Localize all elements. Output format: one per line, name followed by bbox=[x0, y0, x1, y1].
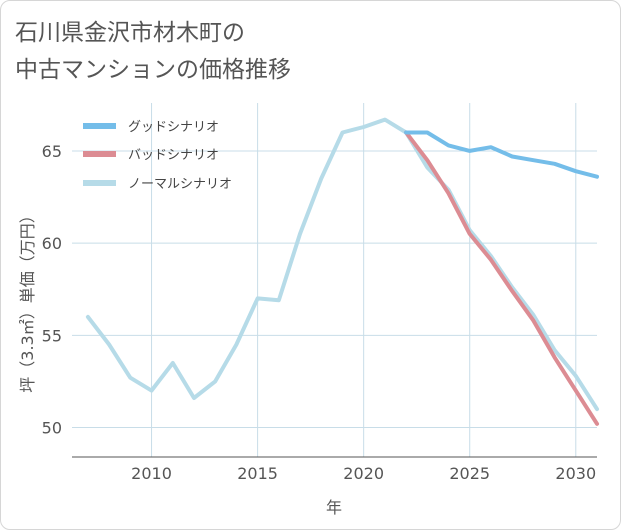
legend-label-2: ノーマルシナリオ bbox=[128, 177, 232, 192]
x-tick-label: 2030 bbox=[555, 464, 596, 483]
page-title: 石川県金沢市材木町の 中古マンションの価格推移 bbox=[15, 15, 291, 89]
series-lines bbox=[85, 117, 599, 426]
title-line-2: 中古マンションの価格推移 bbox=[15, 57, 291, 83]
legend-label-0: グッドシナリオ bbox=[128, 120, 219, 135]
y-tick-label: 65 bbox=[42, 142, 62, 161]
x-axis-label: 年 bbox=[326, 498, 342, 517]
x-tick-label: 2015 bbox=[237, 464, 278, 483]
series-line-0 bbox=[404, 130, 599, 179]
x-tick-label: 2025 bbox=[449, 464, 490, 483]
x-tick-label: 2010 bbox=[131, 464, 172, 483]
x-tick-label: 2020 bbox=[343, 464, 384, 483]
series-line-1 bbox=[404, 130, 599, 426]
y-tick-label: 55 bbox=[42, 326, 62, 345]
y-axis-label: 坪（3.3㎡）単価（万円） bbox=[18, 207, 37, 392]
y-tick-label: 50 bbox=[42, 419, 62, 438]
y-tick-label: 60 bbox=[42, 234, 62, 253]
series-line-2 bbox=[85, 117, 599, 412]
legend-label-1: バッドシナリオ bbox=[128, 148, 219, 163]
tick-labels: 50 55 60 65 2010 2015 2020 2025 2030 bbox=[42, 142, 597, 483]
title-line-1: 石川県金沢市材木町の bbox=[15, 20, 245, 46]
